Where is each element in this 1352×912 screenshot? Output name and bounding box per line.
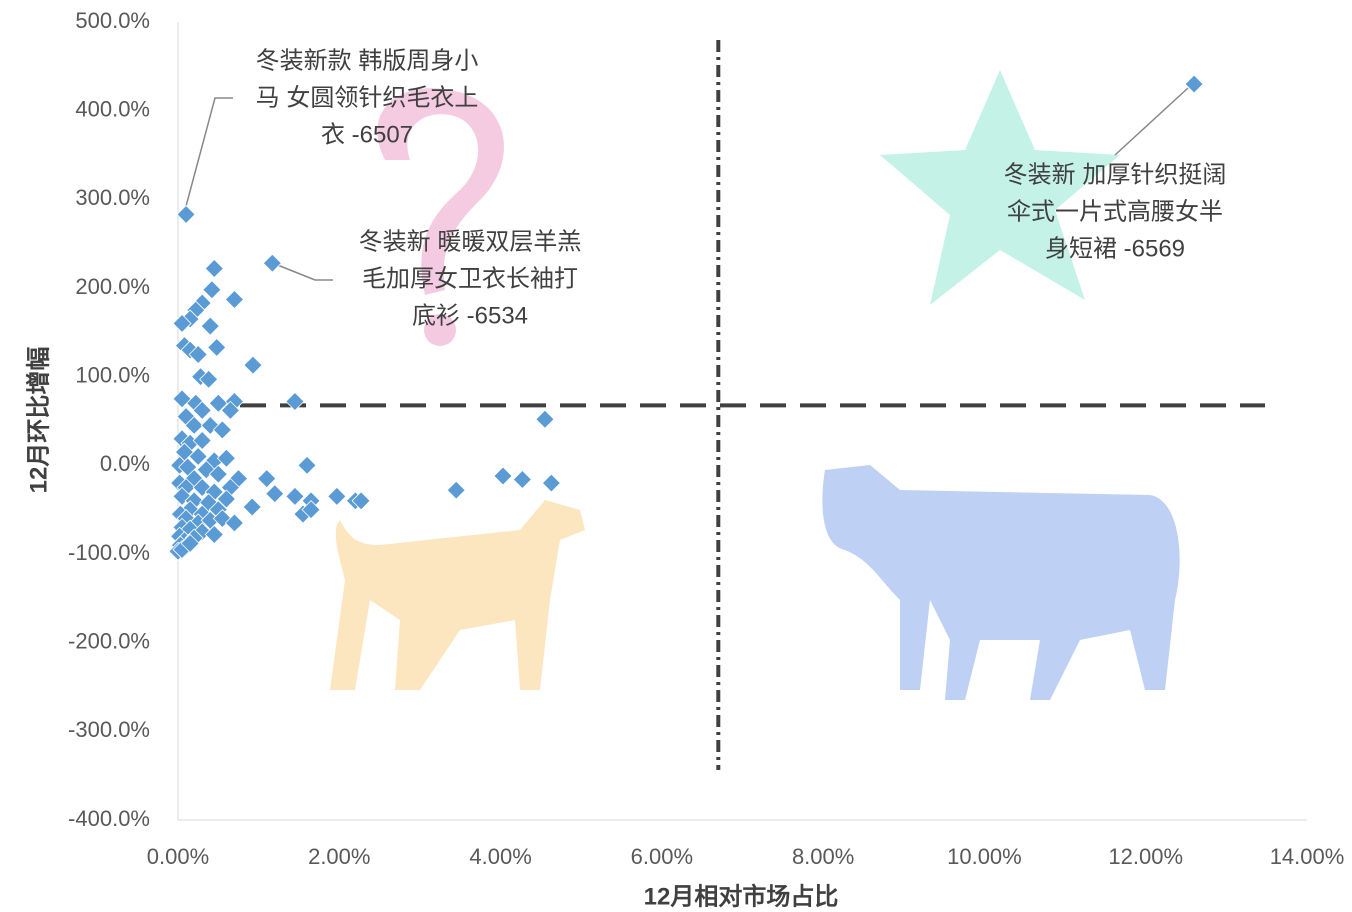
chart: 12月相对市场占比 12月环比增幅 -400.0% -300.0% -200.0% -… <box>0 0 1352 912</box>
point <box>536 410 554 428</box>
point <box>177 205 195 223</box>
point <box>201 317 219 335</box>
y-tick-label: 400.0% <box>75 96 150 121</box>
cow <box>822 465 1179 700</box>
y-tick-label: -300.0% <box>68 717 150 742</box>
y-axis-title: 12月环比增幅 <box>24 347 52 494</box>
point <box>258 470 276 488</box>
point <box>542 474 560 492</box>
point <box>328 487 346 505</box>
point <box>208 338 226 356</box>
x-tick-label: 6.00% <box>631 844 693 869</box>
y-tick-label: 200.0% <box>75 274 150 299</box>
annotation-text: 毛加厚女卫衣长袖打 <box>362 265 578 292</box>
annotation-text: 伞式一片式高腰女半 <box>1007 198 1223 225</box>
point <box>447 481 465 499</box>
leader-line <box>185 98 233 210</box>
point <box>205 259 223 277</box>
dog <box>330 500 585 690</box>
point <box>266 485 284 503</box>
y-tick-label: 0.0% <box>100 451 150 476</box>
x-tick-label: 10.00% <box>947 844 1022 869</box>
y-tick-label: 500.0% <box>75 8 150 33</box>
point <box>225 291 243 309</box>
point <box>263 254 281 272</box>
page: 12月相对市场占比 12月环比增幅 -400.0% -300.0% -200.0% -… <box>0 0 1352 912</box>
y-tick-label: -200.0% <box>68 628 150 653</box>
annotation-text: 冬装新 加厚针织挺阔 <box>1004 161 1227 188</box>
point <box>494 467 512 485</box>
point <box>298 456 316 474</box>
annotation-text: 冬装新 暖暖双层羊羔 <box>359 228 582 255</box>
y-tick-label: 100.0% <box>75 362 150 387</box>
x-axis-title: 12月相对市场占比 <box>644 882 839 910</box>
point <box>243 498 261 516</box>
annotation-text: 马 女圆领针织毛衣上 <box>256 84 479 111</box>
y-tick-label: -100.0% <box>68 540 150 565</box>
point <box>286 392 304 410</box>
question-mark <box>377 88 504 295</box>
annotation-text: 衣 -6507 <box>321 121 413 148</box>
annotation-text: 身短裙 -6569 <box>1045 235 1185 262</box>
x-tick-label: 4.00% <box>469 844 531 869</box>
point <box>286 487 304 505</box>
x-tick-label: 14.00% <box>1270 844 1345 869</box>
annotation-text: 底衫 -6534 <box>412 302 528 329</box>
point <box>244 356 262 374</box>
point <box>1185 75 1203 93</box>
x-tick-label: 0.00% <box>147 844 209 869</box>
x-tick-label: 2.00% <box>308 844 370 869</box>
annotation-text: 冬装新款 韩版周身小 <box>256 47 479 74</box>
x-tick-label: 12.00% <box>1108 844 1183 869</box>
y-tick-label: 300.0% <box>75 185 150 210</box>
point <box>203 281 221 299</box>
leader-line <box>1115 88 1188 155</box>
leader-line <box>275 264 333 280</box>
y-tick-label: -400.0% <box>68 806 150 831</box>
x-tick-label: 8.00% <box>792 844 854 869</box>
point <box>513 471 531 489</box>
